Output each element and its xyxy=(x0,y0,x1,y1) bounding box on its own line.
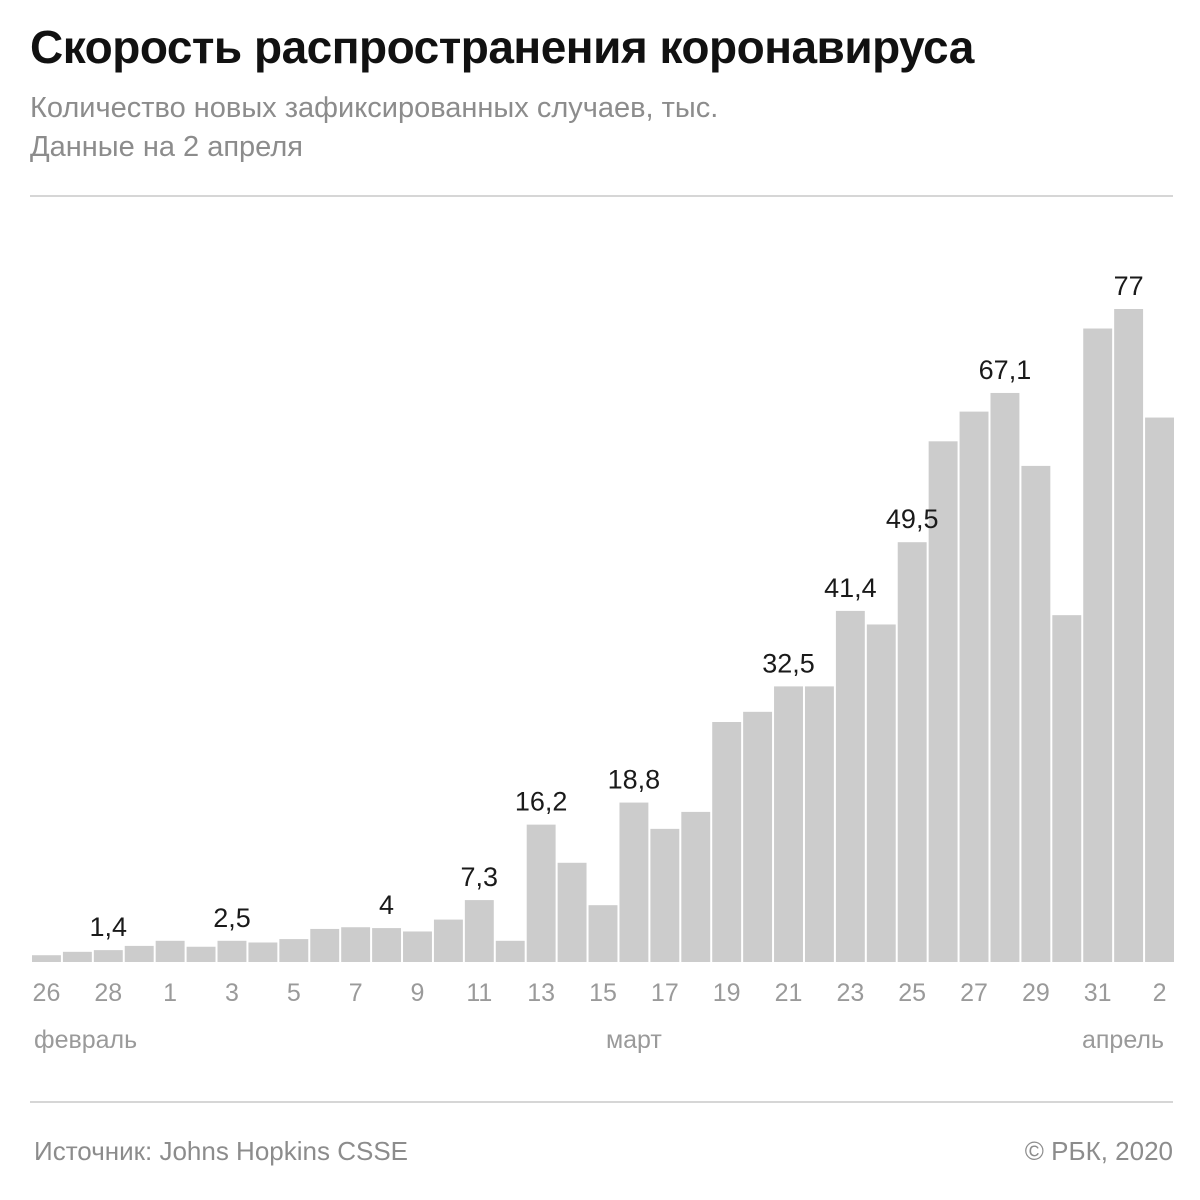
bar-22 xyxy=(804,686,834,962)
copyright: © РБК, 2020 xyxy=(1024,1136,1173,1166)
bar-30 xyxy=(1052,615,1082,962)
bar-15 xyxy=(588,905,618,962)
bar-20 xyxy=(743,711,773,962)
bar-23 xyxy=(835,610,865,962)
bar-3 xyxy=(217,940,247,962)
x-axis-tick-labels: 26 28 1 3 5 7 9 11 13 15 17 19 21 23 25 27 29 31 2 xyxy=(33,979,1167,1007)
x-tick-label: 21 xyxy=(775,979,803,1007)
x-tick-label: 19 xyxy=(713,979,741,1007)
bar-24 xyxy=(866,624,896,962)
bar-4 xyxy=(248,942,278,962)
bar-1 xyxy=(1114,309,1144,962)
bar-2 xyxy=(186,946,216,962)
bar-9 xyxy=(403,931,432,962)
x-tick-label: 2 xyxy=(1153,979,1167,1007)
top-divider xyxy=(30,195,1173,197)
bar-11 xyxy=(464,900,494,962)
bar-26 xyxy=(32,955,61,962)
bar-2 xyxy=(1145,417,1174,962)
bar-13 xyxy=(526,824,556,962)
value-label: 77 xyxy=(1114,271,1144,301)
value-labels-group: 1,4 2,5 4 7,3 16,2 18,8 32,5 41,4 49,5 67,1 77 xyxy=(90,271,1144,942)
bar-19 xyxy=(712,722,742,962)
bar-31 xyxy=(1083,328,1113,962)
x-tick-label: 15 xyxy=(589,979,617,1007)
x-tick-label: 17 xyxy=(651,979,679,1007)
value-label: 67,1 xyxy=(979,355,1032,385)
data-date-note: Данные на 2 апреля xyxy=(30,131,303,163)
source-note: Источник: Johns Hopkins CSSE xyxy=(34,1136,409,1166)
bar-16 xyxy=(619,802,649,962)
x-tick-label: 5 xyxy=(287,979,301,1007)
value-label: 2,5 xyxy=(213,903,251,933)
bar-5 xyxy=(279,939,309,962)
value-label: 16,2 xyxy=(515,787,568,817)
bar-28 xyxy=(990,392,1020,962)
bar-10 xyxy=(433,919,463,962)
bars-group xyxy=(32,309,1174,962)
chart-title: Скорость распространения коронавируса xyxy=(30,21,974,73)
bar-21 xyxy=(774,686,803,962)
month-label: февраль xyxy=(34,1026,137,1054)
x-tick-label: 31 xyxy=(1084,979,1112,1007)
bar-chart: 1,4 2,5 4 7,3 16,2 18,8 32,5 41,4 49,5 67,1 77 26 2… xyxy=(32,271,1174,1054)
bar-28 xyxy=(93,950,123,962)
chart-subtitle: Количество новых зафиксированных случаев… xyxy=(30,92,719,124)
bar-26 xyxy=(928,441,958,962)
bar-6 xyxy=(310,928,340,962)
x-tick-label: 26 xyxy=(33,979,61,1007)
x-tick-label: 13 xyxy=(527,979,555,1007)
x-tick-label: 7 xyxy=(349,979,363,1007)
x-tick-label: 1 xyxy=(163,979,177,1007)
bar-27 xyxy=(62,951,92,962)
value-label: 32,5 xyxy=(762,648,815,678)
month-label: апрель xyxy=(1082,1026,1164,1054)
value-label: 4 xyxy=(379,890,394,920)
value-label: 7,3 xyxy=(461,862,499,892)
x-axis-month-labels: февраль март апрель xyxy=(34,1026,1164,1054)
bar-29 xyxy=(124,945,154,962)
x-tick-label: 28 xyxy=(94,979,122,1007)
bar-17 xyxy=(650,828,680,962)
value-label: 1,4 xyxy=(90,912,128,942)
bar-8 xyxy=(372,928,402,962)
bar-1 xyxy=(155,940,185,962)
x-tick-label: 11 xyxy=(466,979,492,1007)
value-label: 49,5 xyxy=(886,504,939,534)
x-tick-label: 27 xyxy=(960,979,988,1007)
bar-7 xyxy=(341,927,371,962)
bottom-divider xyxy=(30,1101,1173,1103)
bar-14 xyxy=(557,862,587,962)
bar-12 xyxy=(495,940,525,962)
x-tick-label: 29 xyxy=(1022,979,1050,1007)
value-label: 18,8 xyxy=(608,765,661,795)
bar-25 xyxy=(897,542,927,962)
bar-29 xyxy=(1021,465,1051,962)
value-label: 41,4 xyxy=(824,573,877,603)
x-tick-label: 23 xyxy=(836,979,864,1007)
bar-18 xyxy=(681,811,711,962)
x-tick-label: 9 xyxy=(411,979,425,1007)
x-tick-label: 25 xyxy=(898,979,926,1007)
x-tick-label: 3 xyxy=(225,979,239,1007)
month-label: март xyxy=(606,1026,662,1054)
bar-27 xyxy=(959,411,989,962)
